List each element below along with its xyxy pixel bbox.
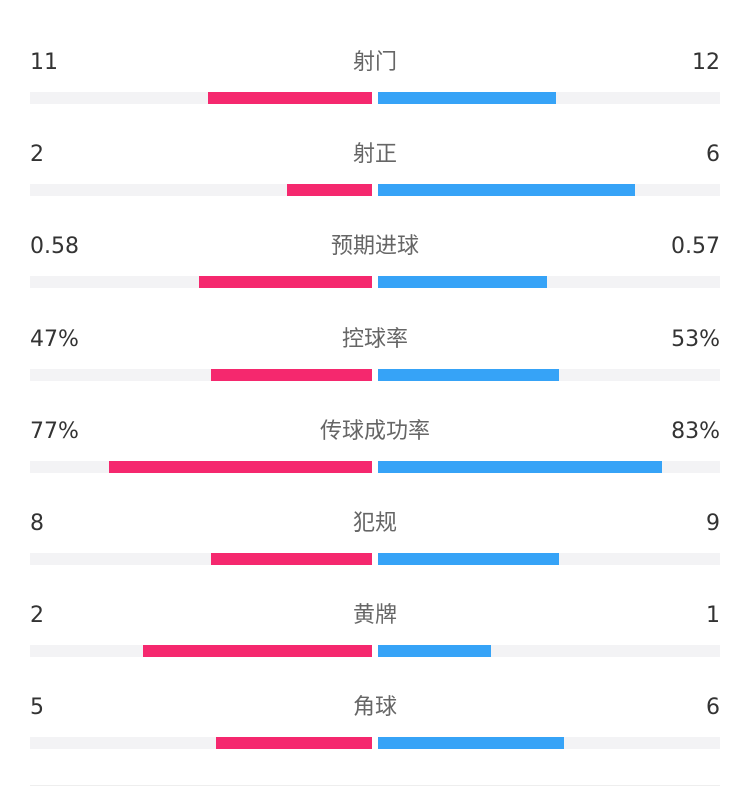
left-value: 77% — [30, 418, 79, 444]
right-value: 0.57 — [671, 234, 720, 260]
stat-label: 犯规 — [352, 511, 397, 536]
stat-row: 2 黄牌 1 — [0, 601, 750, 693]
right-bar — [378, 553, 560, 565]
left-bar — [211, 553, 372, 565]
right-bar — [378, 737, 565, 750]
stat-label: 预期进球 — [330, 234, 419, 260]
right-bar — [378, 92, 556, 104]
left-value: 2 — [30, 142, 44, 168]
right-bar — [378, 184, 635, 197]
stat-label: 角球 — [352, 695, 397, 721]
left-bar — [211, 368, 372, 381]
right-bar-track — [378, 553, 720, 565]
stat-row: 11 射门 12 — [0, 48, 750, 140]
stat-row: 77% 传球成功率 83% — [0, 417, 750, 509]
right-value: 12 — [692, 50, 720, 75]
right-bar-track — [378, 184, 720, 197]
right-bar-track — [378, 368, 720, 381]
left-bar — [199, 276, 372, 289]
right-value: 53% — [671, 326, 720, 352]
left-bar — [142, 645, 372, 658]
right-bar-track — [378, 92, 720, 104]
divider — [30, 785, 720, 786]
left-value: 47% — [30, 326, 79, 352]
left-bar-track — [30, 92, 372, 104]
right-bar-track — [378, 737, 720, 750]
right-bar-track — [378, 460, 720, 473]
stat-row: 8 犯规 9 — [0, 509, 750, 601]
right-bar-track — [378, 645, 720, 658]
left-bar-track — [30, 553, 372, 565]
right-bar — [378, 276, 548, 289]
stat-label: 射门 — [352, 50, 397, 75]
stat-label: 控球率 — [341, 326, 408, 352]
right-bar — [378, 460, 662, 473]
stat-row: 2 射正 6 — [0, 140, 750, 232]
right-value: 6 — [706, 142, 720, 168]
right-value: 1 — [706, 603, 720, 629]
left-bar-track — [30, 276, 372, 289]
left-value: 8 — [30, 511, 44, 536]
stat-row: 47% 控球率 53% — [0, 325, 750, 417]
stat-label: 传球成功率 — [319, 418, 430, 444]
left-bar-track — [30, 368, 372, 381]
stat-row: 5 角球 6 — [0, 693, 750, 785]
left-bar — [108, 460, 372, 473]
right-value: 6 — [706, 695, 720, 721]
left-bar-track — [30, 737, 372, 750]
stat-row: 0.58 预期进球 0.57 — [0, 232, 750, 324]
stat-label: 黄牌 — [352, 603, 397, 629]
left-bar — [286, 184, 372, 197]
left-bar-track — [30, 184, 372, 197]
stat-label: 射正 — [352, 142, 397, 168]
left-bar-track — [30, 460, 372, 473]
left-value: 2 — [30, 603, 44, 629]
left-bar — [207, 92, 372, 104]
right-bar — [378, 645, 491, 658]
right-bar — [378, 368, 560, 381]
left-value: 0.58 — [30, 234, 79, 260]
left-value: 5 — [30, 695, 44, 721]
left-value: 11 — [30, 50, 58, 75]
left-bar — [216, 737, 372, 750]
right-value: 83% — [671, 418, 720, 444]
left-bar-track — [30, 645, 372, 658]
right-bar-track — [378, 276, 720, 289]
right-value: 9 — [706, 511, 720, 536]
